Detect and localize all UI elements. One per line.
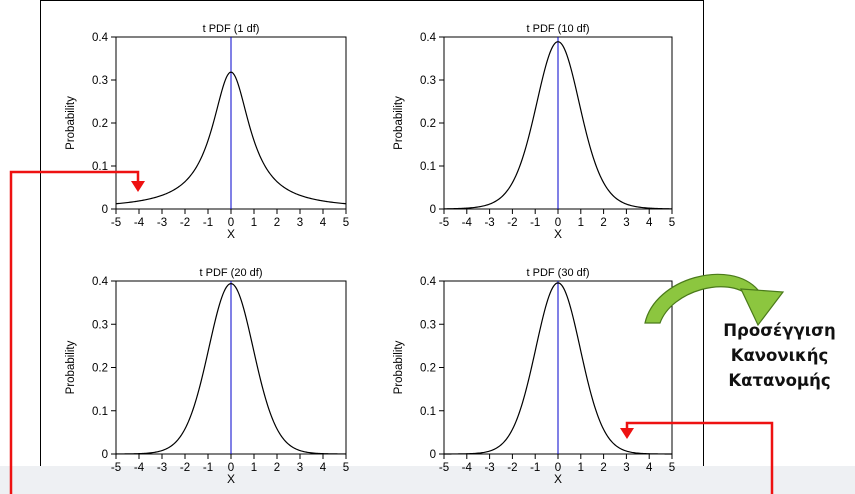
y-tick-label: 0 <box>430 449 436 461</box>
y-tick-label: 0.1 <box>92 161 108 173</box>
figure-frame <box>40 0 704 494</box>
x-tick-label: -3 <box>157 462 167 474</box>
y-tick-label: 0.4 <box>92 276 109 288</box>
x-tick-label: 1 <box>578 462 584 474</box>
red-connector-line-right <box>625 421 774 494</box>
x-tick-label: 0 <box>228 462 234 474</box>
x-tick-label: -2 <box>507 462 517 474</box>
x-tick-label: -4 <box>134 217 145 229</box>
y-tick-label: 0.3 <box>420 319 436 331</box>
x-tick-label: -1 <box>530 217 540 229</box>
green-arrowhead <box>740 288 785 327</box>
x-tick-label: -5 <box>111 217 121 229</box>
x-tick-label: -1 <box>203 217 213 229</box>
y-tick-label: 0.4 <box>420 276 437 288</box>
x-tick-label: -2 <box>507 217 517 229</box>
x-tick-label: -4 <box>462 462 473 474</box>
x-tick-label: -3 <box>157 217 167 229</box>
red-arrowhead-right <box>620 428 634 439</box>
x-tick-label: 4 <box>646 462 653 474</box>
x-tick-label: 2 <box>600 462 606 474</box>
density-curve <box>443 282 673 455</box>
density-curve <box>115 282 347 455</box>
x-tick-label: -1 <box>203 462 213 474</box>
x-tick-label: 1 <box>251 462 257 474</box>
x-axis-label: X <box>554 472 562 486</box>
y-tick-label: 0.4 <box>92 32 109 44</box>
x-tick-label: 2 <box>274 217 280 229</box>
x-tick-label: 3 <box>623 217 629 229</box>
x-tick-label: -2 <box>180 217 190 229</box>
chart-title: t PDF (10 df) <box>527 23 590 35</box>
x-tick-label: -1 <box>530 462 540 474</box>
x-tick-label: 5 <box>669 462 675 474</box>
x-tick-label: 5 <box>669 217 675 229</box>
x-tick-label: 4 <box>646 217 653 229</box>
y-axis-label: Probability <box>65 340 77 394</box>
chart-panels: t PDF (1 df) 0 0.1 0.2 0.3 0.4 -5 -4 -3 -2 -1 0 1 2 3 4… <box>65 23 675 486</box>
x-tick-label: -2 <box>180 462 190 474</box>
density-curve <box>115 71 347 205</box>
y-tick-label: 0.2 <box>92 363 108 375</box>
y-tick-label: 0 <box>102 204 108 216</box>
x-tick-label: 3 <box>297 462 303 474</box>
y-tick-label: 0.3 <box>92 75 108 87</box>
y-tick-label: 0.2 <box>420 363 436 375</box>
bottom-strip <box>0 466 855 494</box>
x-tick-label: -3 <box>484 217 494 229</box>
x-tick-label: -5 <box>439 462 449 474</box>
red-arrowhead-left <box>131 181 145 192</box>
x-tick-label: -5 <box>439 217 449 229</box>
chart-panel-2: t PDF (10 df) 0 0.1 0.2 0.3 0.4 -5 -4 -3 -2 -1 0 1 2 3… <box>393 23 675 241</box>
y-tick-label: 0.2 <box>420 118 436 130</box>
x-tick-label: 4 <box>320 462 327 474</box>
y-tick-label: 0.1 <box>420 161 436 173</box>
chart-panel-3: t PDF (20 df) 0 0.1 0.2 0.3 0.4 -5 -4 -3 -2 -1 0 1 2 3… <box>65 267 349 486</box>
caption-line-1: Προσέγγιση <box>723 321 836 340</box>
x-axis-label: X <box>227 227 235 241</box>
x-tick-label: 3 <box>623 462 629 474</box>
x-axis-label: X <box>227 472 235 486</box>
y-tick-label: 0.4 <box>420 32 437 44</box>
x-tick-label: -4 <box>134 462 145 474</box>
x-tick-label: 0 <box>555 462 561 474</box>
y-axis-label: Probability <box>393 340 405 394</box>
chart-panel-1: t PDF (1 df) 0 0.1 0.2 0.3 0.4 -5 -4 -3 -2 -1 0 1 2 3 4… <box>65 23 349 241</box>
x-tick-label: -5 <box>111 462 121 474</box>
y-tick-label: 0.3 <box>92 319 108 331</box>
x-tick-label: 1 <box>578 217 584 229</box>
chart-title: t PDF (30 df) <box>527 267 590 279</box>
x-tick-label: 2 <box>600 217 606 229</box>
x-tick-label: 1 <box>251 217 257 229</box>
x-tick-label: 0 <box>555 217 561 229</box>
chart-title: t PDF (20 df) <box>200 267 263 279</box>
density-curve <box>443 41 673 210</box>
chart-title: t PDF (1 df) <box>203 23 260 35</box>
y-tick-label: 0.3 <box>420 75 436 87</box>
caption-line-3: Κατανομής <box>728 371 831 390</box>
y-tick-label: 0 <box>430 204 436 216</box>
y-tick-label: 0.1 <box>92 406 108 418</box>
red-connector-line-left <box>9 170 140 494</box>
y-tick-label: 0 <box>102 449 108 461</box>
x-axis-label: X <box>554 227 562 241</box>
chart-panel-4: t PDF (30 df) 0 0.1 0.2 0.3 0.4 -5 -4 -3 -2 -1 0 1 2 3… <box>393 267 675 486</box>
y-tick-label: 0.1 <box>420 406 436 418</box>
red-connector-arrows <box>9 170 774 494</box>
green-curved-arrow <box>644 273 785 327</box>
y-tick-label: 0.2 <box>92 118 108 130</box>
y-axis-label: Probability <box>393 96 405 150</box>
x-tick-label: 3 <box>297 217 303 229</box>
caption-line-2: Κανονικής <box>730 346 829 365</box>
x-tick-label: -4 <box>462 217 473 229</box>
green-arrow-body <box>644 273 759 324</box>
x-tick-label: 4 <box>320 217 327 229</box>
x-tick-label: 5 <box>343 217 349 229</box>
x-tick-label: 2 <box>274 462 280 474</box>
y-axis-label: Probability <box>65 96 77 150</box>
x-tick-label: 0 <box>228 217 234 229</box>
x-tick-label: 5 <box>343 462 349 474</box>
x-tick-label: -3 <box>484 462 494 474</box>
